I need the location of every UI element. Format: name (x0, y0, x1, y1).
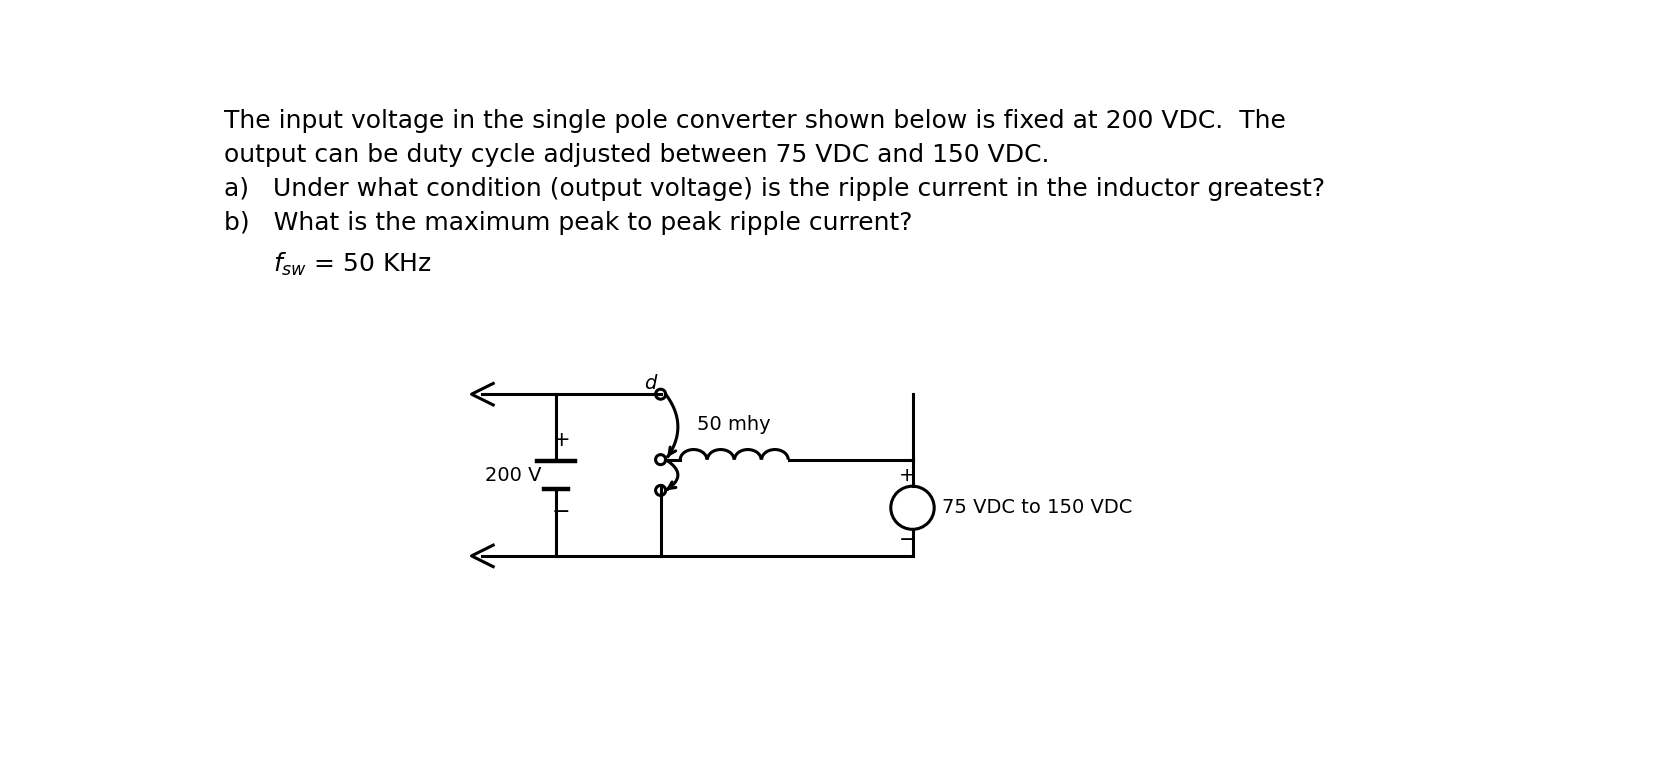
Text: +: + (552, 431, 570, 450)
Text: 75 VDC to 150 VDC: 75 VDC to 150 VDC (941, 498, 1132, 518)
Text: +: + (898, 466, 915, 485)
Text: −: − (552, 502, 570, 522)
Text: b)   What is the maximum peak to peak ripple current?: b) What is the maximum peak to peak ripp… (224, 211, 913, 235)
Text: d: d (645, 374, 656, 393)
Text: The input voltage in the single pole converter shown below is fixed at 200 VDC. : The input voltage in the single pole con… (224, 109, 1286, 133)
Text: 200 V: 200 V (486, 466, 542, 484)
Text: $f_{sw}$ = 50 KHz: $f_{sw}$ = 50 KHz (273, 251, 432, 278)
Text: −: − (898, 530, 915, 550)
Text: output can be duty cycle adjusted between 75 VDC and 150 VDC.: output can be duty cycle adjusted betwee… (224, 143, 1049, 167)
Text: a)   Under what condition (output voltage) is the ripple current in the inductor: a) Under what condition (output voltage)… (224, 177, 1324, 201)
Text: 50 mhy: 50 mhy (698, 415, 771, 435)
